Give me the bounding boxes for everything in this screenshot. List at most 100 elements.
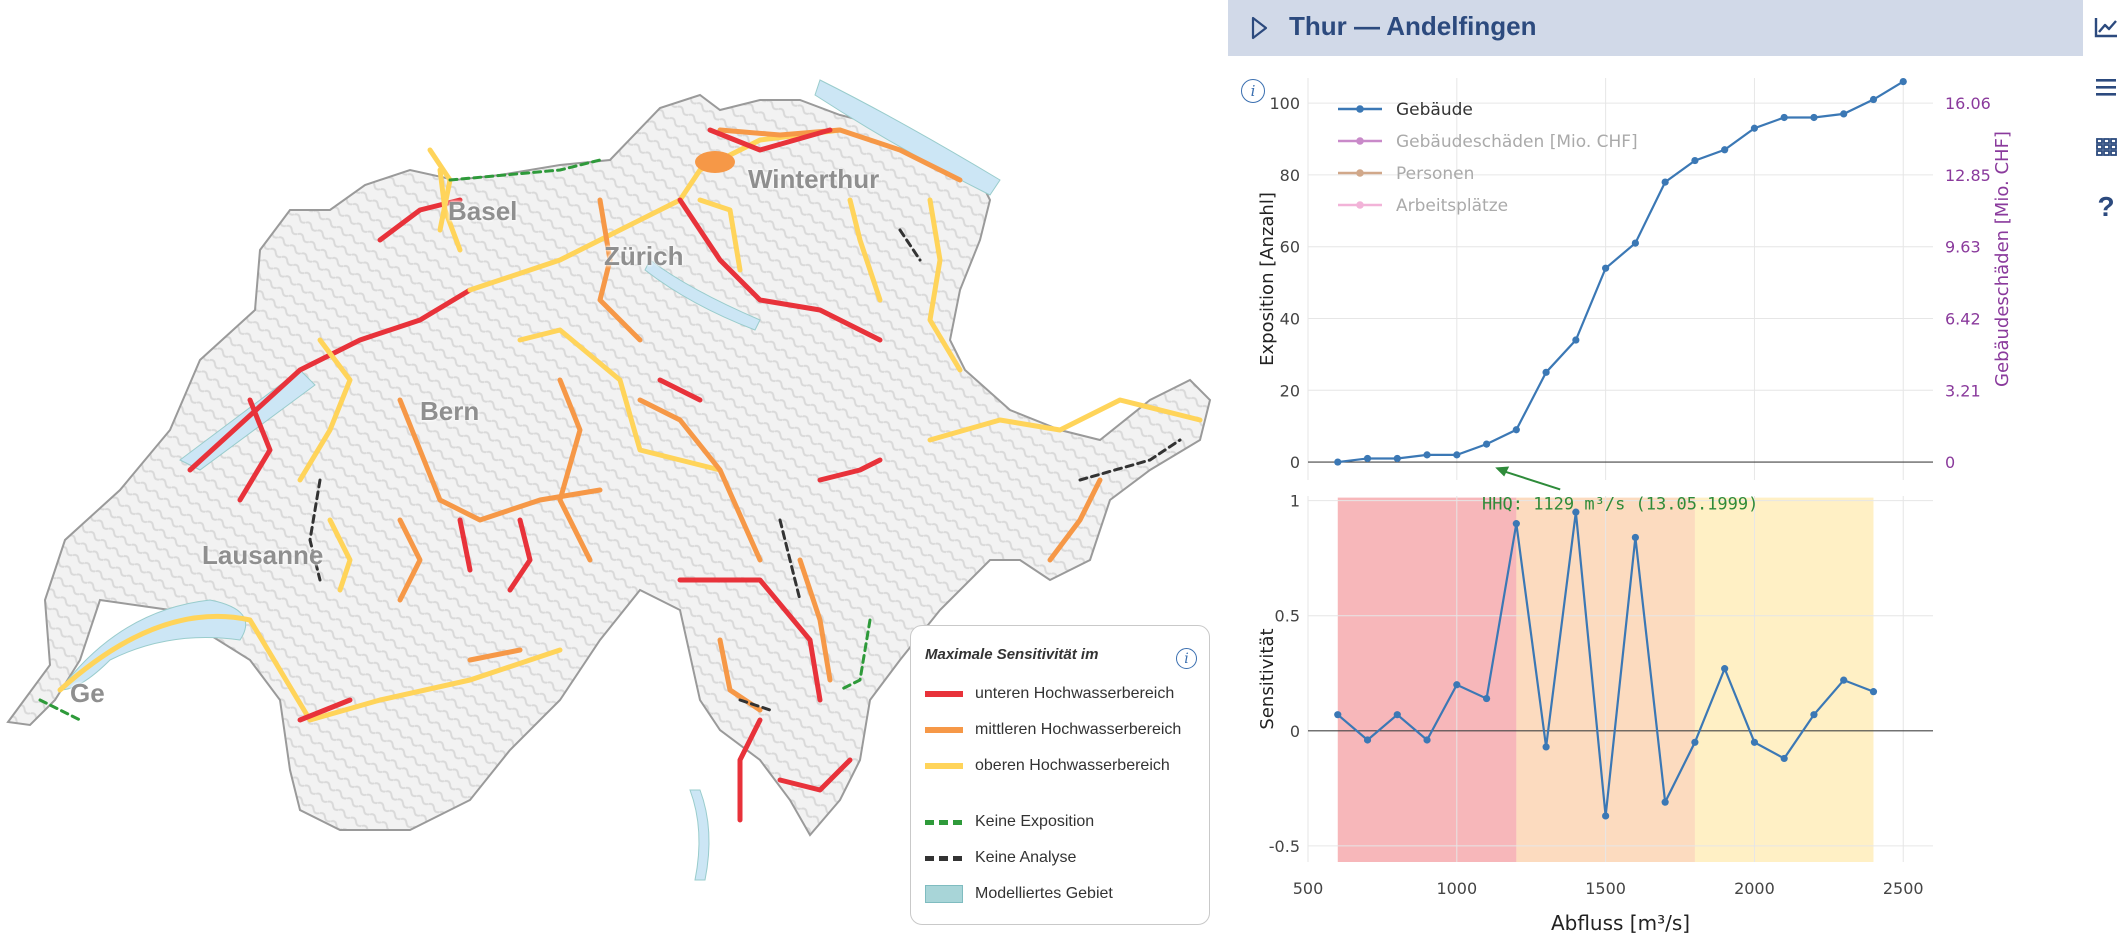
city-label-geneve: Ge xyxy=(70,678,105,708)
gebaeude-point xyxy=(1602,264,1610,272)
city-label-basel: Basel xyxy=(448,196,518,226)
sensitivity-point xyxy=(1840,676,1848,684)
gebaeude-point xyxy=(1631,239,1639,247)
sensitivity-point xyxy=(1363,736,1372,744)
legend-marker xyxy=(1356,105,1364,113)
gebaeude-point xyxy=(1810,113,1818,122)
help-label: ? xyxy=(2097,191,2115,222)
x-tick-label: 1500 xyxy=(1585,879,1626,898)
sensitivity-point xyxy=(1721,665,1729,673)
x-axis-title: Abfluss [m³/s] xyxy=(1551,911,1690,935)
exposure-sensitivity-chart[interactable]: 02040608010003.216.429.6312.8516.06-0.50… xyxy=(1228,56,2083,948)
legend-label: Modelliertes Gebiet xyxy=(975,885,1113,902)
legend-label: Keine Exposition xyxy=(975,813,1095,830)
sensitivity-point xyxy=(1869,688,1878,696)
y-tick-label: 0.5 xyxy=(1275,607,1300,626)
legend-swatch xyxy=(925,727,963,733)
y2-tick-label: 9.63 xyxy=(1945,238,1981,257)
sensitivity-point xyxy=(1631,533,1639,542)
sensitivity-point xyxy=(1512,520,1520,528)
station-marker[interactable] xyxy=(695,151,735,173)
lake-zurich xyxy=(644,259,761,331)
sensitivity-point xyxy=(1423,736,1431,744)
legend-marker xyxy=(1356,169,1364,177)
gebaeude-point xyxy=(1453,451,1461,459)
lake-maggiore xyxy=(689,789,710,881)
sensitivity-point xyxy=(1542,743,1550,751)
y2-tick-label: 0 xyxy=(1945,453,1955,472)
y-tick-label: 0 xyxy=(1290,722,1300,741)
legend-label: unteren Hochwasserbereich xyxy=(975,685,1175,702)
gebaeude-point xyxy=(1721,146,1729,154)
sensitivity-point xyxy=(1780,754,1788,763)
legend-title: Maximale Sensitivität im xyxy=(925,646,1099,663)
chart-legend-label: Gebäudeschäden [Mio. CHF] xyxy=(1396,132,1638,152)
y-tick-label: 20 xyxy=(1280,381,1300,400)
switzerland-map[interactable]: Basel Zürich Winterthur Bern Lausanne Ge… xyxy=(0,0,1228,948)
gebaeude-point xyxy=(1363,454,1372,463)
sensitivity-band xyxy=(1337,497,1517,862)
gebaeude-point xyxy=(1572,336,1580,344)
country-shape xyxy=(6,93,1212,837)
sensitivity-point xyxy=(1453,681,1461,689)
gebaeude-point xyxy=(1869,95,1878,104)
panel-title: Thur — Andelfingen xyxy=(1289,11,1537,41)
chart-icon[interactable] xyxy=(2091,12,2121,42)
city-label-zuerich: Zürich xyxy=(604,241,684,271)
grid-icon[interactable] xyxy=(2091,132,2121,162)
sensitivity-point xyxy=(1810,711,1818,719)
city-label-winterthur: Winterthur xyxy=(748,164,880,194)
legend-item: oberen Hochwasserbereich xyxy=(925,754,1170,778)
legend-label: mittleren Hochwasserbereich xyxy=(975,721,1182,738)
y2-tick-label: 3.21 xyxy=(1945,381,1981,400)
sensitivity-point xyxy=(1750,738,1759,746)
y-tick-label: 60 xyxy=(1280,238,1300,257)
map-canvas[interactable] xyxy=(0,0,1228,948)
legend-label: Keine Analyse xyxy=(975,849,1077,866)
legend-marker xyxy=(1356,201,1364,209)
lake-geneva xyxy=(58,599,247,691)
legend-item: unteren Hochwasserbereich xyxy=(925,682,1174,706)
hhq-arrow-line xyxy=(1500,469,1561,491)
y-tick-label: 100 xyxy=(1269,94,1300,113)
sensitivity-point xyxy=(1572,508,1580,516)
sensitivity-point xyxy=(1482,694,1491,703)
y2-tick-label: 12.85 xyxy=(1945,166,1991,185)
sensitivity-point xyxy=(1334,711,1342,719)
legend-item: Keine Exposition xyxy=(925,810,1094,834)
y-tick-label: -0.5 xyxy=(1269,837,1300,856)
sensitivity-point xyxy=(1661,798,1669,806)
lake-constance xyxy=(814,79,1001,196)
play-icon[interactable] xyxy=(1250,16,1268,40)
y2-tick-label: 16.06 xyxy=(1945,94,1991,113)
y2-axis-title: Gebäudeschäden [Mio. CHF] xyxy=(1992,131,2013,387)
right-toolbar: ? xyxy=(2083,0,2128,948)
hhq-arrowhead xyxy=(1495,466,1510,477)
legend-item: Modelliertes Gebiet xyxy=(925,882,1113,906)
info-icon[interactable]: i xyxy=(1241,79,1265,103)
menu-icon[interactable] xyxy=(2091,72,2121,102)
help-icon[interactable]: ? xyxy=(2091,191,2121,222)
x-tick-label: 2500 xyxy=(1883,879,1924,898)
gebaeude-point xyxy=(1423,451,1431,459)
chart-legend-label: Gebäude xyxy=(1396,100,1473,120)
legend-label: oberen Hochwasserbereich xyxy=(975,757,1170,774)
sensitivity-point xyxy=(1393,711,1401,719)
gebaeude-line xyxy=(1337,80,1904,464)
y-tick-label: 40 xyxy=(1280,309,1300,328)
y2-tick-label: 6.42 xyxy=(1945,309,1981,328)
city-label-bern: Bern xyxy=(420,396,480,426)
station-panel: Thur — Andelfingen i 0 20 40 60 80 100 0 3.21 6.… xyxy=(1228,0,2128,948)
river-network xyxy=(38,127,1203,823)
gebaeude-point xyxy=(1780,113,1788,122)
info-icon[interactable]: i xyxy=(1176,648,1197,669)
legend-item: Keine Analyse xyxy=(925,846,1076,870)
legend-swatch xyxy=(925,763,963,769)
gebaeude-point xyxy=(1750,124,1759,132)
gebaeude-point xyxy=(1334,458,1342,466)
legend-swatch xyxy=(925,819,963,825)
y-tick-label: 1 xyxy=(1290,492,1300,511)
gebaeude-point xyxy=(1393,454,1401,463)
sensitivity-point xyxy=(1691,738,1699,746)
gebaeude-point xyxy=(1691,156,1699,165)
